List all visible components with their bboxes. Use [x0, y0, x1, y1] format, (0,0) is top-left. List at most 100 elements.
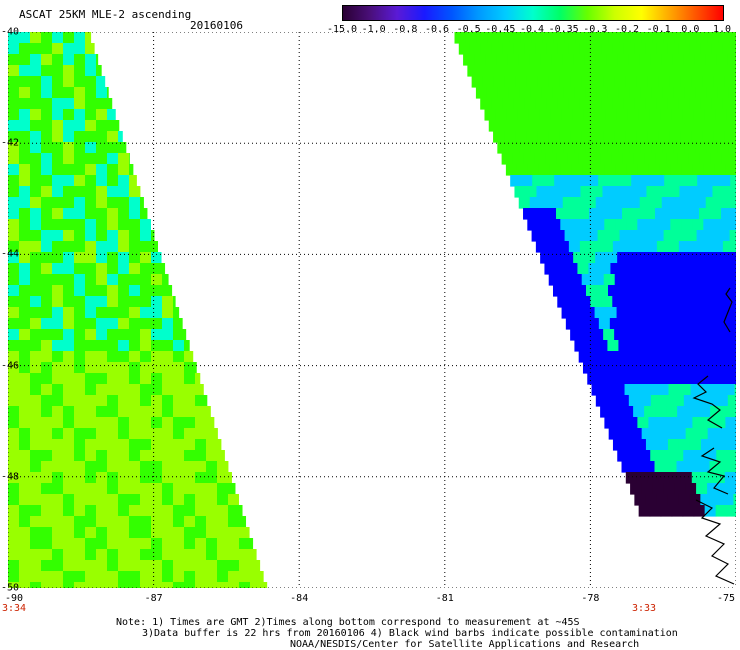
swath-cell [85, 362, 97, 374]
swath-cell [706, 87, 719, 99]
swath-cell [30, 329, 42, 341]
swath-cell [19, 98, 31, 110]
swath-cell [30, 351, 42, 363]
swath-cell [570, 76, 583, 88]
swath-cell [674, 32, 687, 44]
swath-cell [717, 142, 729, 154]
swath-cell [683, 252, 695, 264]
swath-cell [707, 285, 719, 297]
swath-cell [129, 384, 141, 396]
swath-cell [19, 527, 31, 539]
swath-cell [96, 362, 108, 374]
swath-cell [85, 483, 97, 495]
swath-cell [63, 230, 75, 242]
swath-cell [639, 395, 652, 407]
swath-cell [685, 428, 698, 440]
swath-cell [8, 175, 20, 187]
swath-cell [85, 54, 97, 66]
swath-cell [551, 54, 563, 66]
swath-cell [195, 571, 207, 583]
swath-cell [85, 340, 97, 352]
swath-cell [703, 164, 716, 176]
swath-cell [614, 76, 627, 88]
swath-cell [596, 142, 608, 154]
swath-cell [505, 164, 518, 176]
swath-cell [107, 296, 119, 308]
swath-cell [575, 285, 587, 297]
swath-cell [656, 439, 669, 451]
swath-cell [710, 406, 722, 418]
swath-cell [616, 109, 629, 121]
swath-cell [74, 384, 86, 396]
swath-cell [686, 120, 699, 132]
swath-cell [129, 472, 141, 484]
swath-cell [140, 549, 152, 561]
swath-cell [96, 351, 108, 363]
swath-cell [74, 538, 86, 550]
swath-cell [151, 384, 163, 396]
swath-cell [725, 219, 736, 231]
swath-cell [680, 329, 692, 341]
swath-cell [625, 274, 638, 286]
swath-cell [713, 472, 726, 484]
swath-cell [107, 538, 119, 550]
swath-cell [582, 164, 595, 176]
swath-cell [691, 329, 703, 341]
swath-cell [653, 120, 666, 132]
swath-cell [261, 571, 264, 583]
swath-cell [107, 406, 119, 418]
swath-cell [727, 54, 736, 66]
swath-cell [118, 329, 130, 341]
swath-cell [597, 230, 610, 242]
swath-cell [542, 32, 555, 44]
swath-cell [19, 186, 31, 198]
swath-cell [675, 175, 687, 187]
swath-cell [661, 395, 674, 407]
swath-cell [74, 131, 86, 143]
swath-cell [151, 582, 163, 588]
swath-cell [554, 120, 567, 132]
swath-cell [677, 153, 690, 165]
swath-cell [707, 483, 719, 495]
swath-cell [682, 505, 695, 517]
swath-cell [52, 175, 64, 187]
swath-cell [686, 318, 699, 330]
swath-cell [30, 406, 42, 418]
swath-cell [550, 109, 563, 121]
swath-cell [8, 384, 20, 396]
swath-cell [725, 417, 736, 429]
chart-title: ASCAT 25KM MLE-2 ascending [19, 8, 192, 21]
swath-cell [500, 65, 512, 77]
swath-cell [30, 65, 42, 77]
swath-cell [184, 428, 196, 440]
swath-cell [8, 494, 20, 506]
swath-cell [107, 516, 119, 528]
swath-cell [655, 153, 668, 165]
swath-cell [501, 153, 514, 165]
swath-cell [96, 373, 108, 385]
swath-cell [74, 241, 86, 253]
swath-cell [184, 483, 196, 495]
swath-cell [195, 582, 207, 588]
swath-cell [96, 109, 108, 121]
swath-cell [30, 131, 42, 143]
swath-cell [96, 153, 108, 165]
swath-cell [85, 329, 97, 341]
swath-cell [206, 428, 218, 440]
swath-cell [250, 560, 261, 572]
swath-cell [633, 153, 646, 165]
swath-cell [8, 395, 20, 407]
swath-cell [597, 285, 609, 297]
swath-cell [570, 131, 582, 143]
swath-cell [697, 120, 710, 132]
swath-cell [509, 32, 522, 44]
swath-cell [184, 351, 194, 363]
swath-cell [730, 318, 736, 330]
swath-cell [621, 263, 634, 275]
swath-cell [615, 164, 628, 176]
swath-cell [587, 120, 600, 132]
swath-cell [541, 87, 554, 99]
colorbar-tick-label: -0.6 [424, 24, 450, 35]
swath-cell [710, 208, 722, 220]
swath-cell [74, 142, 86, 154]
